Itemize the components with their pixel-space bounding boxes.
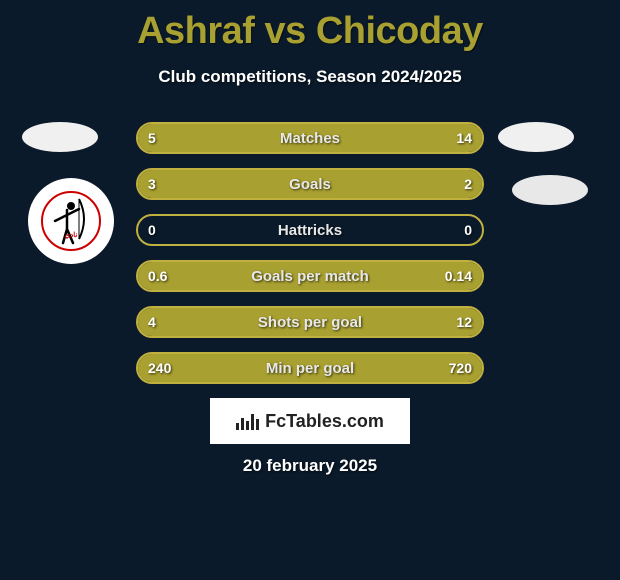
stat-right-value: 0.14 xyxy=(445,262,472,290)
player-left-club-crest: نادي xyxy=(28,178,114,264)
page-title: Ashraf vs Chicoday xyxy=(0,0,620,53)
stat-row-min-per-goal: 240 Min per goal 720 xyxy=(136,352,484,384)
season-subtitle: Club competitions, Season 2024/2025 xyxy=(0,67,620,87)
player-right-small-oval-bottom xyxy=(512,175,588,205)
stat-label: Goals per match xyxy=(138,262,482,290)
footer-date: 20 february 2025 xyxy=(0,456,620,476)
archer-icon: نادي xyxy=(41,191,101,251)
stat-right-value: 720 xyxy=(449,354,472,382)
stat-row-goals-per-match: 0.6 Goals per match 0.14 xyxy=(136,260,484,292)
stat-label: Matches xyxy=(138,124,482,152)
bar-chart-icon xyxy=(236,412,259,430)
stat-label: Min per goal xyxy=(138,354,482,382)
stat-right-value: 12 xyxy=(456,308,472,336)
stat-right-value: 2 xyxy=(464,170,472,198)
stat-right-value: 0 xyxy=(464,216,472,244)
stat-row-hattricks: 0 Hattricks 0 xyxy=(136,214,484,246)
stats-card: Ashraf vs Chicoday Club competitions, Se… xyxy=(0,0,620,580)
comparison-chart: 5 Matches 14 3 Goals 2 0 Hattricks 0 0.6… xyxy=(136,122,484,398)
stat-right-value: 14 xyxy=(456,124,472,152)
player-right-small-oval-top xyxy=(498,122,574,152)
player-left-small-oval xyxy=(22,122,98,152)
stat-label: Goals xyxy=(138,170,482,198)
stat-row-shots-per-goal: 4 Shots per goal 12 xyxy=(136,306,484,338)
stat-row-goals: 3 Goals 2 xyxy=(136,168,484,200)
stat-row-matches: 5 Matches 14 xyxy=(136,122,484,154)
svg-text:نادي: نادي xyxy=(65,231,78,240)
stat-label: Hattricks xyxy=(138,216,482,244)
branding-text: FcTables.com xyxy=(265,411,384,432)
branding-badge[interactable]: FcTables.com xyxy=(210,398,410,444)
stat-label: Shots per goal xyxy=(138,308,482,336)
